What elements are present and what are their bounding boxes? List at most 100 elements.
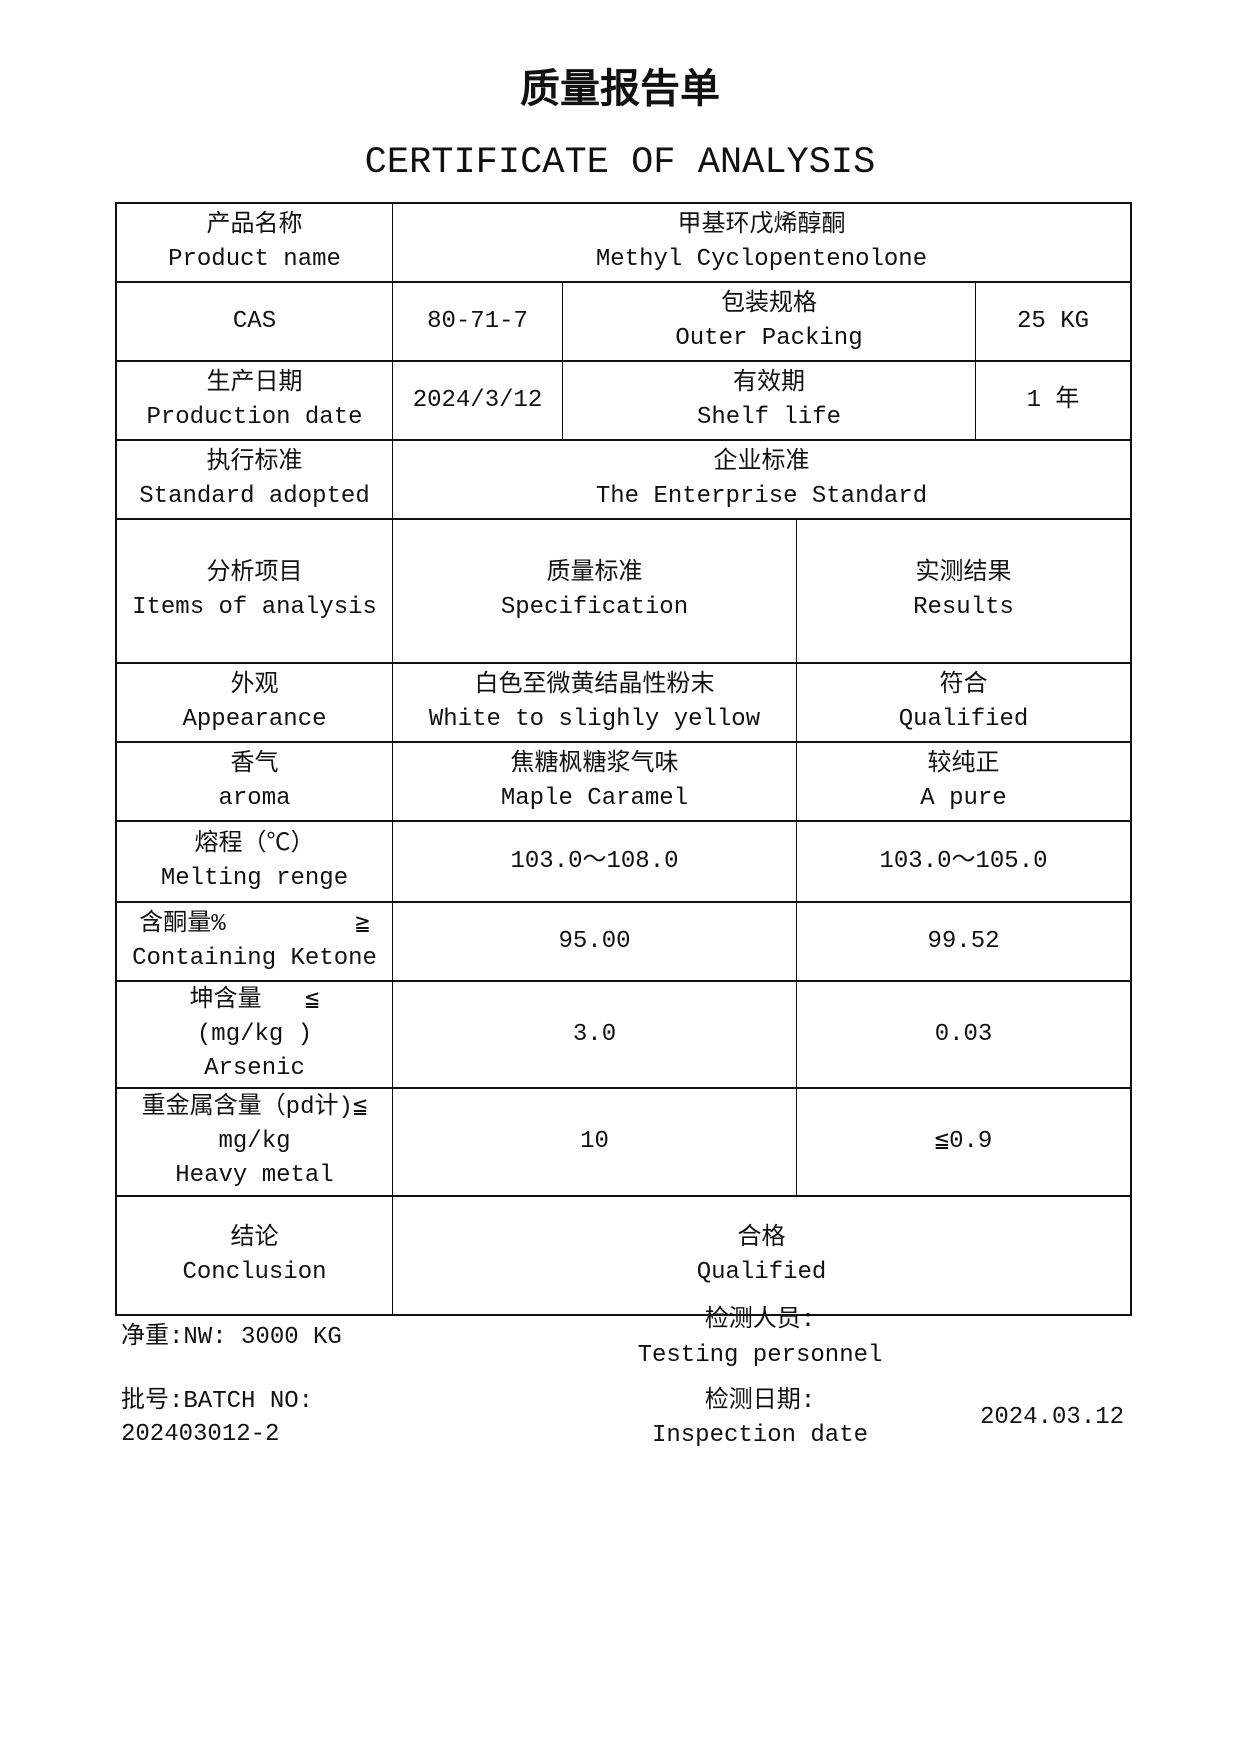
inspection-date: 2024.03.12 [980, 1404, 1125, 1431]
analysis-result-cell: 0.03 [797, 982, 1130, 1087]
analysis-result-text: Qualified [898, 705, 1029, 733]
analysis-result-cell: 99.52 [797, 903, 1130, 980]
analysis-rows: 外观 Appearance 白色至微黄结晶性粉末 White to slighly y… [117, 664, 1130, 1197]
analysis-item-cell: 熔程（℃） Melting renge [117, 822, 393, 901]
analysis-spec-cell: 3.0 [393, 982, 797, 1087]
value: 1 年 [1026, 386, 1080, 414]
label-en: Results [913, 594, 1014, 621]
conclusion-label: 结论 Conclusion [117, 1197, 393, 1314]
analysis-item-text: 含酮量% ≧ [139, 910, 370, 938]
label-en: Shelf life [696, 403, 842, 431]
row-standard: 执行标准 Standard adopted 企业标准 The Enterpris… [117, 441, 1130, 520]
analysis-item-text: (mg/kg ) [196, 1020, 313, 1048]
label-en: Product name [168, 245, 341, 273]
analysis-spec-text: White to slighly yellow [428, 705, 761, 733]
value-cn: 甲基环戊烯醇酮 [677, 211, 846, 239]
inspection-label-cn: 检测日期: [704, 1388, 816, 1415]
analysis-spec-cell: 焦糖枫糖浆气味 Maple Caramel [393, 743, 797, 820]
batch-label: 批号:BATCH NO: [121, 1388, 314, 1415]
analysis-row: 外观 Appearance 白色至微黄结晶性粉末 White to slighly y… [117, 664, 1130, 743]
analysis-item-text: Appearance [182, 705, 327, 733]
analysis-item-cell: 含酮量% ≧ Containing Ketone [117, 903, 393, 980]
analysis-item-text: 香气 [230, 750, 279, 778]
analysis-row: 含酮量% ≧ Containing Ketone 95.00 99.52 [117, 903, 1130, 982]
analysis-spec-text: 白色至微黄结晶性粉末 [474, 671, 715, 699]
label-cn: 执行标准 [206, 448, 303, 476]
analysis-spec-cell: 95.00 [393, 903, 797, 980]
analysis-item-text: 熔程（℃） [194, 830, 315, 858]
analysis-item-cell: 重金属含量（pd计)≦ mg/kg Heavy metal [117, 1089, 393, 1195]
tester-label-cn: 检测人员: [704, 1307, 816, 1334]
net-weight: 净重:NW: 3000 KG [121, 1324, 342, 1351]
packing-label: 包装规格 Outer Packing [563, 283, 976, 360]
row-product-name: 产品名称 Product name 甲基环戊烯醇酮 Methyl Cyclope… [117, 204, 1130, 283]
analysis-item-cell: 坤含量 ≦ (mg/kg ) Arsenic [117, 982, 393, 1087]
header-items: 分析项目 Items of analysis [117, 520, 393, 662]
analysis-row: 香气 aroma 焦糖枫糖浆气味 Maple Caramel 较纯正 A pure [117, 743, 1130, 822]
header-spec: 质量标准 Specification [393, 520, 797, 662]
analysis-spec-text: 焦糖枫糖浆气味 [510, 750, 679, 778]
analysis-spec-text: 3.0 [572, 1020, 617, 1048]
packing-value: 25 KG [976, 283, 1130, 360]
analysis-row: 坤含量 ≦ (mg/kg ) Arsenic 3.0 0.03 [117, 982, 1130, 1089]
value-cn: 企业标准 [713, 448, 810, 476]
analysis-header-row: 分析项目 Items of analysis 质量标准 Specificatio… [117, 520, 1130, 664]
analysis-result-text: 较纯正 [927, 750, 1000, 778]
value-en: Methyl Cyclopentenolone [595, 245, 928, 273]
inspection-label-en: Inspection date [651, 1422, 869, 1449]
analysis-result-text: ≦0.9 [934, 1128, 993, 1155]
analysis-result-cell: ≦0.9 [797, 1089, 1130, 1195]
shelf-life-label: 有效期 Shelf life [563, 362, 976, 439]
page-title: 质量报告单 [520, 66, 720, 112]
label-en: Standard adopted [139, 482, 370, 510]
analysis-spec-cell: 10 [393, 1089, 797, 1195]
analysis-result-text: 0.03 [934, 1020, 993, 1048]
analysis-item-cell: 外观 Appearance [117, 664, 393, 741]
production-date-label: 生产日期 Production date [117, 362, 393, 439]
batch-value: 202403012-2 [121, 1421, 280, 1448]
label-en: Specification [500, 594, 689, 621]
label-cn: 包装规格 [721, 290, 817, 318]
analysis-result-cell: 较纯正 A pure [797, 743, 1130, 820]
analysis-item-cell: 香气 aroma [117, 743, 393, 820]
analysis-spec-text: 103.0～108.0 [510, 847, 679, 875]
analysis-result-text: 103.0～105.0 [879, 847, 1048, 875]
value: 25 KG [1016, 307, 1089, 335]
page-subtitle: CERTIFICATE OF ANALYSIS [364, 142, 876, 184]
tester-label-en: Testing personnel [637, 1342, 883, 1369]
analysis-spec-text: 10 [580, 1128, 609, 1155]
standard-value: 企业标准 The Enterprise Standard [393, 441, 1130, 518]
coa-table: 产品名称 Product name 甲基环戊烯醇酮 Methyl Cyclope… [115, 202, 1132, 1316]
analysis-item-text: 外观 [230, 671, 279, 699]
production-date-value: 2024/3/12 [393, 362, 563, 439]
label-cn: 实测结果 [915, 560, 1012, 587]
row-production-date: 生产日期 Production date 2024/3/12 有效期 Shelf… [117, 362, 1130, 441]
standard-label: 执行标准 Standard adopted [117, 441, 393, 518]
analysis-item-text: 重金属含量（pd计)≦ [141, 1094, 368, 1121]
analysis-result-cell: 103.0～105.0 [797, 822, 1130, 901]
analysis-item-text: Heavy metal [175, 1162, 334, 1189]
label-en: Production date [146, 403, 363, 431]
analysis-item-text: Arsenic [204, 1054, 305, 1082]
shelf-life-value: 1 年 [976, 362, 1130, 439]
conclusion-value: 合格 Qualified [393, 1197, 1130, 1314]
label-cn: 有效期 [733, 369, 805, 397]
analysis-spec-cell: 白色至微黄结晶性粉末 White to slighly yellow [393, 664, 797, 741]
label-en: Conclusion [182, 1258, 327, 1286]
analysis-spec-text: 95.00 [558, 927, 631, 955]
analysis-result-text: A pure [920, 784, 1007, 812]
label-cn: 产品名称 [206, 211, 303, 239]
value: 2024/3/12 [412, 386, 543, 414]
analysis-result-cell: 符合 Qualified [797, 664, 1130, 741]
analysis-spec-text: Maple Caramel [500, 784, 689, 812]
label-en: Items of analysis [132, 594, 377, 621]
header-results: 实测结果 Results [797, 520, 1130, 662]
value-en: Qualified [696, 1258, 827, 1286]
analysis-item-text: aroma [218, 784, 291, 812]
product-name-value: 甲基环戊烯醇酮 Methyl Cyclopentenolone [393, 204, 1130, 281]
analysis-item-text: Containing Ketone [132, 944, 377, 972]
row-cas: CAS 80-71-7 包装规格 Outer Packing 25 KG [117, 283, 1130, 362]
analysis-item-text: mg/kg [218, 1128, 291, 1155]
value: 80-71-7 [427, 307, 528, 335]
label-cn: 分析项目 [206, 560, 303, 587]
